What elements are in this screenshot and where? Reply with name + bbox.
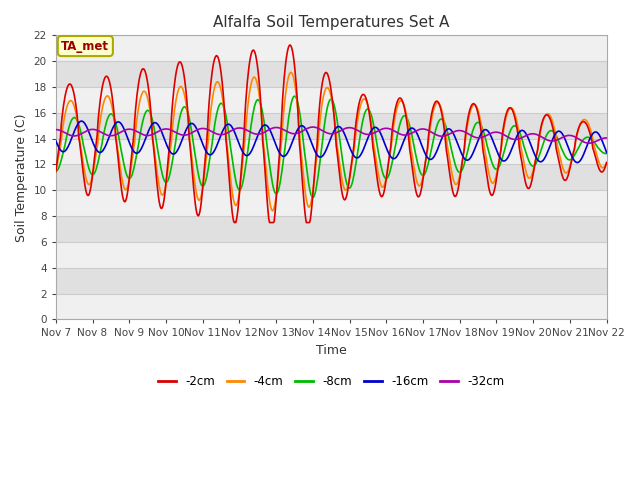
Bar	[56, 113, 607, 139]
Bar	[56, 268, 607, 294]
Bar	[56, 87, 607, 113]
X-axis label: Time: Time	[316, 344, 347, 357]
Text: TA_met: TA_met	[61, 39, 109, 52]
Bar	[56, 294, 607, 319]
Title: Alfalfa Soil Temperatures Set A: Alfalfa Soil Temperatures Set A	[213, 15, 449, 30]
Bar	[56, 216, 607, 242]
Bar	[56, 36, 607, 61]
Y-axis label: Soil Temperature (C): Soil Temperature (C)	[15, 113, 28, 241]
Legend: -2cm, -4cm, -8cm, -16cm, -32cm: -2cm, -4cm, -8cm, -16cm, -32cm	[153, 371, 509, 393]
Bar	[56, 139, 607, 165]
Bar	[56, 165, 607, 190]
Bar	[56, 61, 607, 87]
Bar	[56, 242, 607, 268]
Bar	[56, 190, 607, 216]
